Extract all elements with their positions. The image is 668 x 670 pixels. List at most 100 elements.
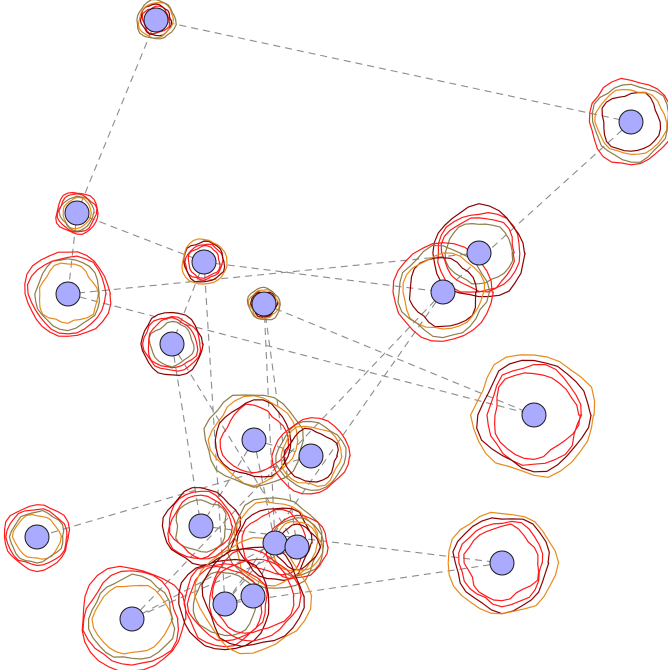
node-11-ring-1 [280,425,343,487]
node-2 [64,200,90,226]
edge-0-2 [76,19,157,214]
node-1-ring-1 [594,88,668,155]
node-17 [119,606,145,632]
edge-10-15 [253,439,276,544]
node-4-ring-3 [181,238,228,285]
node-19-ring-0 [211,558,295,634]
node-10-ring-3 [203,394,305,488]
node-14-ring-3 [447,511,560,615]
edge-5-9 [263,303,535,416]
node-8-ring-0 [148,320,195,368]
node-5-ring-3 [246,286,281,321]
node-0 [143,7,169,33]
edge-1-6 [442,121,632,293]
node-8 [159,331,185,357]
node-17-ring-1 [88,573,176,660]
node-17-ring-2 [82,570,179,666]
node-10-ring-2 [207,395,299,487]
node-10-ring-1 [214,399,292,478]
node-2-ring-0 [62,196,92,230]
node-9-ring-0 [494,372,581,460]
edge-8-16 [171,343,298,548]
node-17-ring-3 [81,565,187,670]
node-0-ring-3 [136,0,177,40]
edge-4-8 [171,261,205,345]
node-4-ring-2 [183,240,226,283]
edge-15-17 [131,542,276,620]
node-3-ring-0 [444,223,514,285]
node-13 [188,513,214,539]
node-14 [489,550,515,576]
node-6-ring-1 [402,252,486,330]
edge-0-1 [155,19,632,123]
node-9 [521,402,547,428]
node-15-ring-3 [227,497,323,589]
node-14-ring-0 [463,523,540,602]
edge-13-14 [200,525,503,564]
node-6 [430,279,456,305]
edge-2-7 [67,212,78,295]
node-8-ring-2 [142,316,202,372]
node-10 [241,427,267,453]
node-1 [618,109,644,135]
edge-3-7 [67,252,480,295]
node-1-ring-3 [588,77,668,166]
node-3 [466,240,492,266]
edge-7-9 [67,293,535,416]
edge-5-15 [263,303,276,544]
node-11 [298,443,324,469]
node-13-ring-1 [169,494,234,560]
node-8-ring-3 [140,311,204,376]
edge-2-4 [76,212,205,263]
node-layer [24,7,644,632]
node-15-ring-1 [236,507,313,581]
node-6-ring-0 [408,257,478,328]
node-4-ring-0 [187,245,221,279]
node-18-ring-2 [183,563,268,648]
node-11-ring-0 [283,427,339,483]
node-10-ring-0 [219,403,290,474]
edge-10-13 [200,439,255,527]
node-14-ring-2 [452,517,550,615]
node-0-ring-2 [137,1,175,39]
node-9-ring-3 [470,354,596,478]
edge-11-12 [36,455,312,538]
ring-layer [3,0,668,670]
node-15-ring-0 [241,508,307,576]
node-12-ring-2 [5,508,68,567]
node-3-ring-3 [432,203,526,298]
node-0-ring-0 [141,5,171,35]
node-14-ring-1 [458,520,544,608]
node-7-ring-2 [26,255,107,335]
node-12 [24,524,50,550]
node-7-ring-0 [38,262,100,324]
node-2-ring-2 [56,193,98,233]
edge-6-17 [131,291,444,620]
node-19-ring-2 [201,546,305,647]
node-1-ring-0 [601,91,662,152]
node-11-ring-2 [275,420,347,491]
node-2-ring-3 [55,191,99,235]
node-4 [191,249,217,275]
node-16 [284,534,310,560]
node-15 [262,530,288,556]
node-4-ring-1 [184,243,224,281]
node-5 [251,291,277,317]
node-12-ring-3 [3,504,71,573]
node-19-ring-1 [208,548,302,642]
node-13-ring-2 [167,490,238,560]
node-8-ring-1 [147,317,199,369]
node-18-ring-1 [186,565,263,642]
node-17-ring-0 [91,584,174,655]
node-1-ring-2 [591,83,668,163]
node-19 [240,583,266,609]
node-7-ring-3 [24,251,112,337]
edge-14-18 [224,562,503,605]
node-9-ring-2 [476,359,592,473]
node-18 [212,591,238,617]
edge-5-16 [263,303,298,548]
node-9-ring-1 [486,364,583,466]
node-13-ring-0 [175,499,227,553]
node-13-ring-3 [161,487,241,566]
